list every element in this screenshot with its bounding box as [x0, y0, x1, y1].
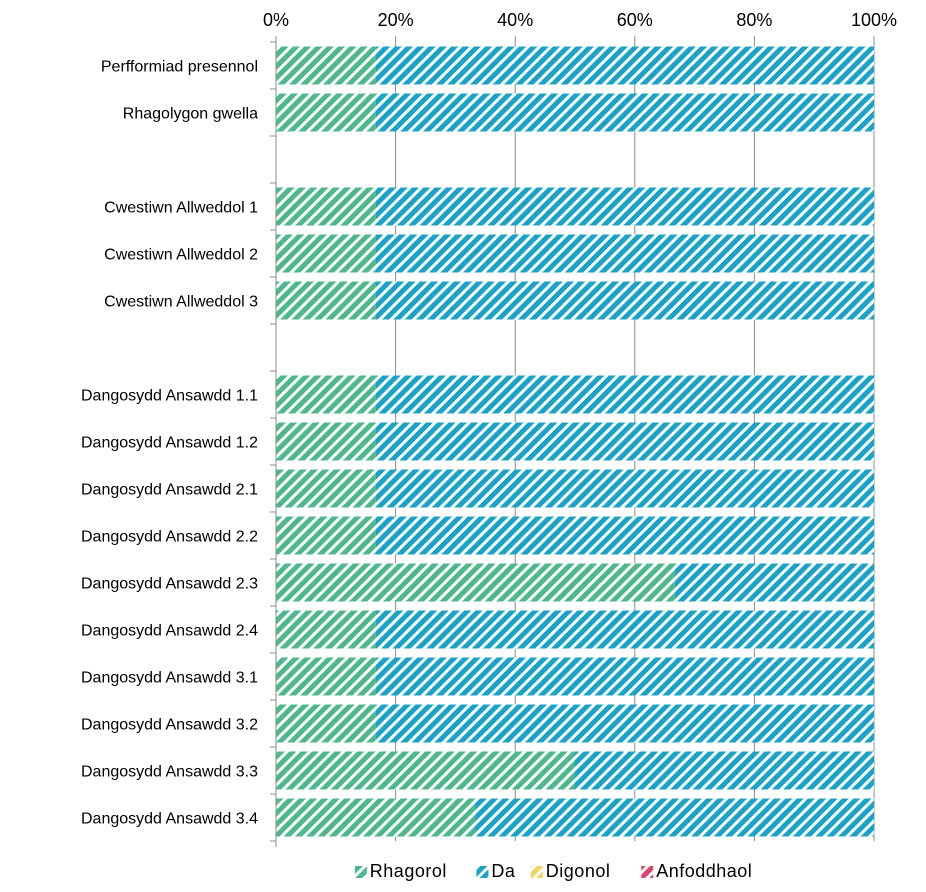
legend-label-anfoddhaol: Anfoddhaol [656, 861, 752, 881]
bar-da [575, 751, 874, 790]
bar-rhagorol [276, 798, 476, 837]
legend-label-digonol: Digonol [546, 861, 611, 881]
x-tick-label: 100% [851, 10, 897, 30]
legend-swatch-da [476, 866, 489, 878]
legend: Rhagorol Da Digonol Anfoddhaol [354, 861, 752, 881]
bar-da [375, 93, 874, 132]
category-label: Rhagolygon gwella [123, 106, 258, 123]
axes: 0% 20% 40% 60% 80% 100% [263, 10, 897, 847]
bar-rhagorol [276, 610, 376, 649]
bar-da [375, 187, 874, 226]
bar-da [375, 610, 874, 649]
bar-da [375, 375, 874, 414]
bar-rhagorol [276, 234, 376, 273]
bar-rhagorol [276, 657, 376, 696]
category-label: Dangosydd Ansawdd 1.2 [81, 435, 258, 452]
category-label: Dangosydd Ansawdd 2.3 [81, 576, 258, 593]
bar-da [375, 469, 874, 508]
category-label: Cwestiwn Allweddol 2 [104, 247, 258, 264]
x-tick-label: 60% [617, 10, 653, 30]
bar-da [375, 516, 874, 555]
category-label: Dangosydd Ansawdd 3.3 [81, 764, 258, 781]
category-label: Dangosydd Ansawdd 3.1 [81, 670, 258, 687]
category-label: Perfformiad presennol [101, 59, 258, 76]
category-label: Cwestiwn Allweddol 3 [104, 294, 258, 311]
category-label: Dangosydd Ansawdd 3.2 [81, 717, 258, 734]
bar-da [375, 657, 874, 696]
legend-swatch-digonol [530, 866, 543, 878]
bar-rhagorol [276, 516, 376, 555]
category-label: Dangosydd Ansawdd 2.1 [81, 482, 258, 499]
bar-rhagorol [276, 93, 376, 132]
x-tick-label: 40% [497, 10, 533, 30]
bar-rhagorol [276, 751, 575, 790]
bar-rhagorol [276, 469, 376, 508]
bar-da [475, 798, 874, 837]
bar-rhagorol [276, 422, 376, 461]
category-label: Dangosydd Ansawdd 2.4 [81, 623, 258, 640]
bar-rhagorol [276, 375, 376, 414]
bar-da [375, 422, 874, 461]
bars [276, 46, 874, 837]
category-label: Cwestiwn Allweddol 1 [104, 200, 258, 217]
bar-da [375, 281, 874, 320]
bar-rhagorol [276, 281, 376, 320]
legend-swatch-rhagorol [354, 866, 367, 878]
legend-swatch-anfoddhaol [641, 866, 654, 878]
category-label: Dangosydd Ansawdd 2.2 [81, 529, 258, 546]
legend-label-rhagorol: Rhagorol [370, 861, 447, 881]
bar-da [674, 563, 874, 602]
category-label: Dangosydd Ansawdd 1.1 [81, 388, 258, 405]
x-tick-label: 0% [263, 10, 289, 30]
category-label: Dangosydd Ansawdd 3.4 [81, 811, 258, 828]
x-tick-label: 80% [736, 10, 772, 30]
bar-rhagorol [276, 704, 376, 743]
bar-da [375, 234, 874, 273]
bar-rhagorol [276, 46, 376, 85]
x-tick-label: 20% [378, 10, 414, 30]
legend-label-da: Da [491, 861, 515, 881]
bar-da [375, 704, 874, 743]
category-labels: Perfformiad presennol Rhagolygon gwella Cw… [81, 59, 258, 828]
bar-rhagorol [276, 187, 376, 226]
bar-da [375, 46, 874, 85]
bar-rhagorol [276, 563, 675, 602]
